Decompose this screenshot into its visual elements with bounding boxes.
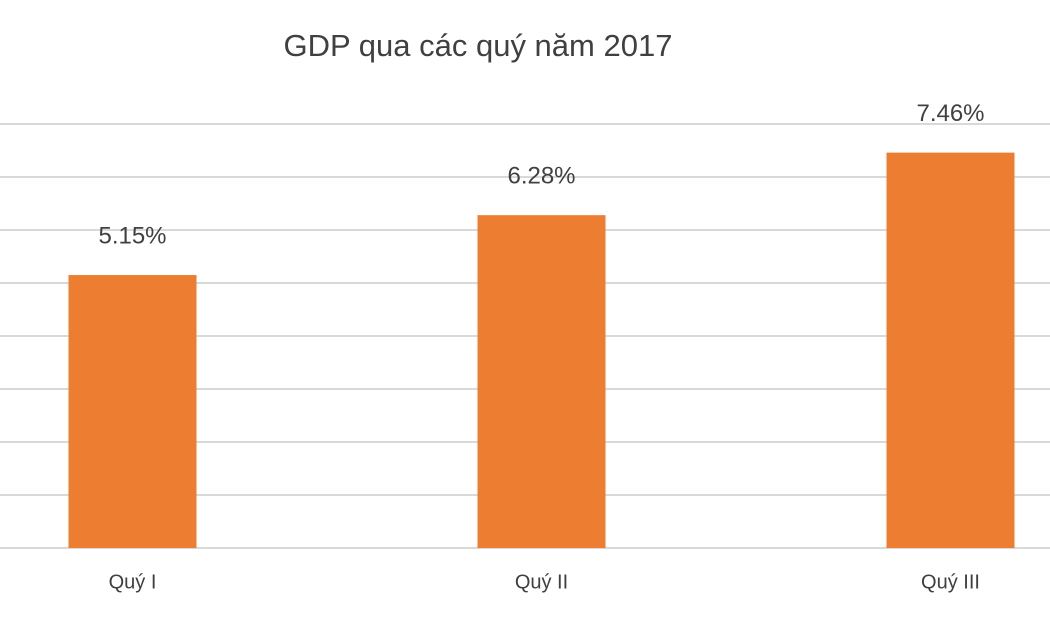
data-label: 6.28%	[507, 163, 575, 190]
x-tick-label: Quý I	[109, 571, 157, 593]
data-label: 5.15%	[98, 222, 166, 249]
x-tick-label: Quý III	[921, 571, 980, 593]
bar	[886, 152, 1015, 548]
data-label: 7.46%	[916, 100, 984, 127]
x-tick-label: Quý II	[515, 571, 568, 593]
chart-title: GDP qua các quý năm 2017	[284, 28, 673, 63]
bar	[68, 275, 197, 548]
bar	[477, 215, 606, 548]
